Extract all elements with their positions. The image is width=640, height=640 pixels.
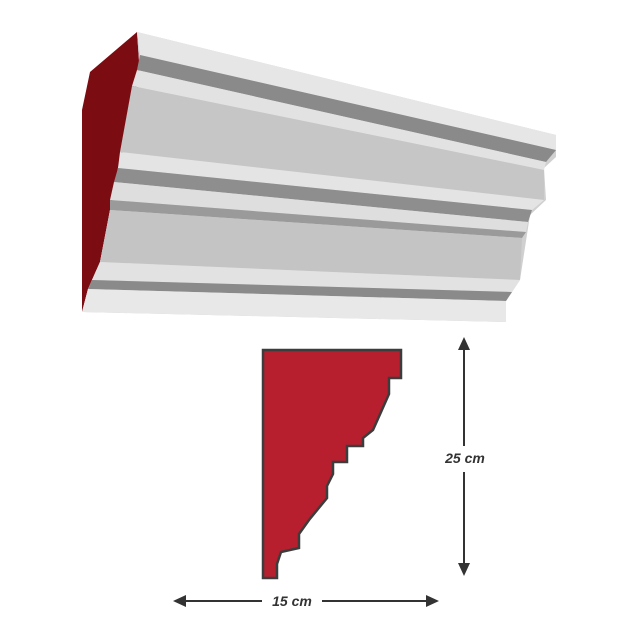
molding-upper-cove — [120, 86, 544, 200]
height-label: 25 cm — [444, 450, 485, 466]
molding-end-face — [82, 32, 140, 312]
molding-lower-bead — [92, 262, 520, 292]
molding-groove-lower — [110, 200, 526, 238]
molding-groove-bottom — [88, 280, 512, 301]
cross-section-profile — [261, 348, 403, 580]
molding-bottom-fillet — [82, 289, 506, 322]
height-dimension: 25 cm — [444, 337, 485, 576]
molding-lower-cove — [100, 210, 522, 280]
molding-groove-top — [137, 55, 556, 162]
width-dimension: 15 cm — [173, 593, 439, 609]
arrow-right-icon — [426, 595, 439, 607]
arrow-left-icon — [173, 595, 186, 607]
molding-middle-bead — [118, 152, 544, 210]
arrow-up-icon — [458, 337, 470, 350]
molding-upper-bead — [132, 70, 546, 170]
molding-3d-render — [82, 32, 556, 322]
molding-top-face — [137, 32, 556, 150]
width-label: 15 cm — [272, 593, 312, 609]
molding-groove-middle — [114, 168, 532, 222]
molding-middle-flat — [110, 182, 528, 232]
arrow-down-icon — [458, 563, 470, 576]
